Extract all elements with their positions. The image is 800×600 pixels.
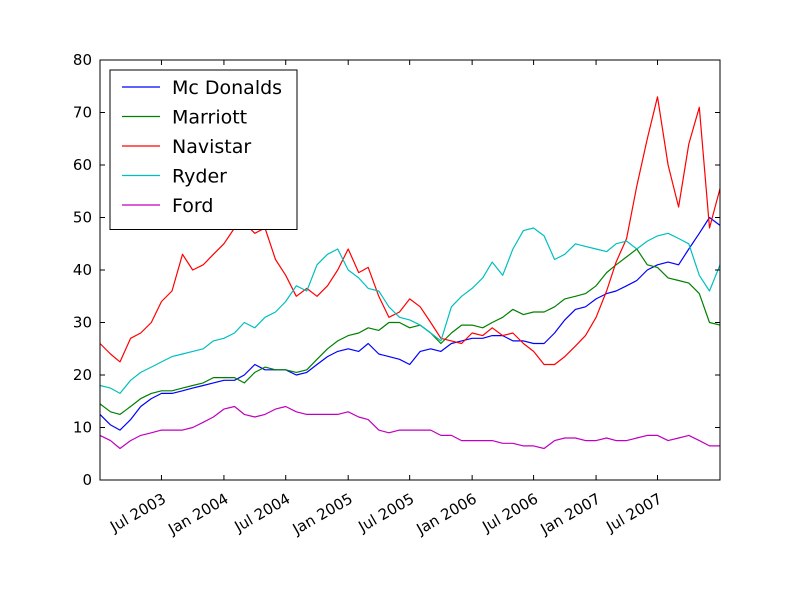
legend-label: Ford: [172, 195, 213, 217]
series-layer: [99, 96, 721, 450]
legend-label: Marriott: [172, 107, 247, 129]
y-tick-label: 80: [73, 51, 92, 69]
y-tick-label: 70: [73, 104, 92, 122]
y-tick-label: 50: [73, 209, 92, 227]
legend-label: Mc Donalds: [172, 77, 282, 99]
legend: Mc Donalds Marriott Navistar Ryder Ford: [109, 69, 298, 230]
y-tick-label: 30: [73, 314, 92, 332]
y-tick-label: 60: [73, 156, 92, 174]
legend-label: Navistar: [172, 136, 251, 158]
series-line-marriott: [99, 248, 721, 415]
y-axis: 0 10 20 30 40 50 60 70 80: [73, 51, 720, 489]
y-tick-label: 10: [73, 419, 92, 437]
series-line-mc-donalds: [99, 216, 721, 431]
legend-label: Ryder: [172, 166, 227, 188]
y-tick-label: 20: [73, 366, 92, 384]
y-tick-label: 0: [82, 471, 92, 489]
series-line-ford: [99, 405, 720, 450]
legend-box: [109, 69, 298, 230]
y-tick-label: 40: [73, 261, 92, 279]
series-line-navistar: [99, 96, 721, 366]
series-line-ryder: [99, 227, 721, 394]
